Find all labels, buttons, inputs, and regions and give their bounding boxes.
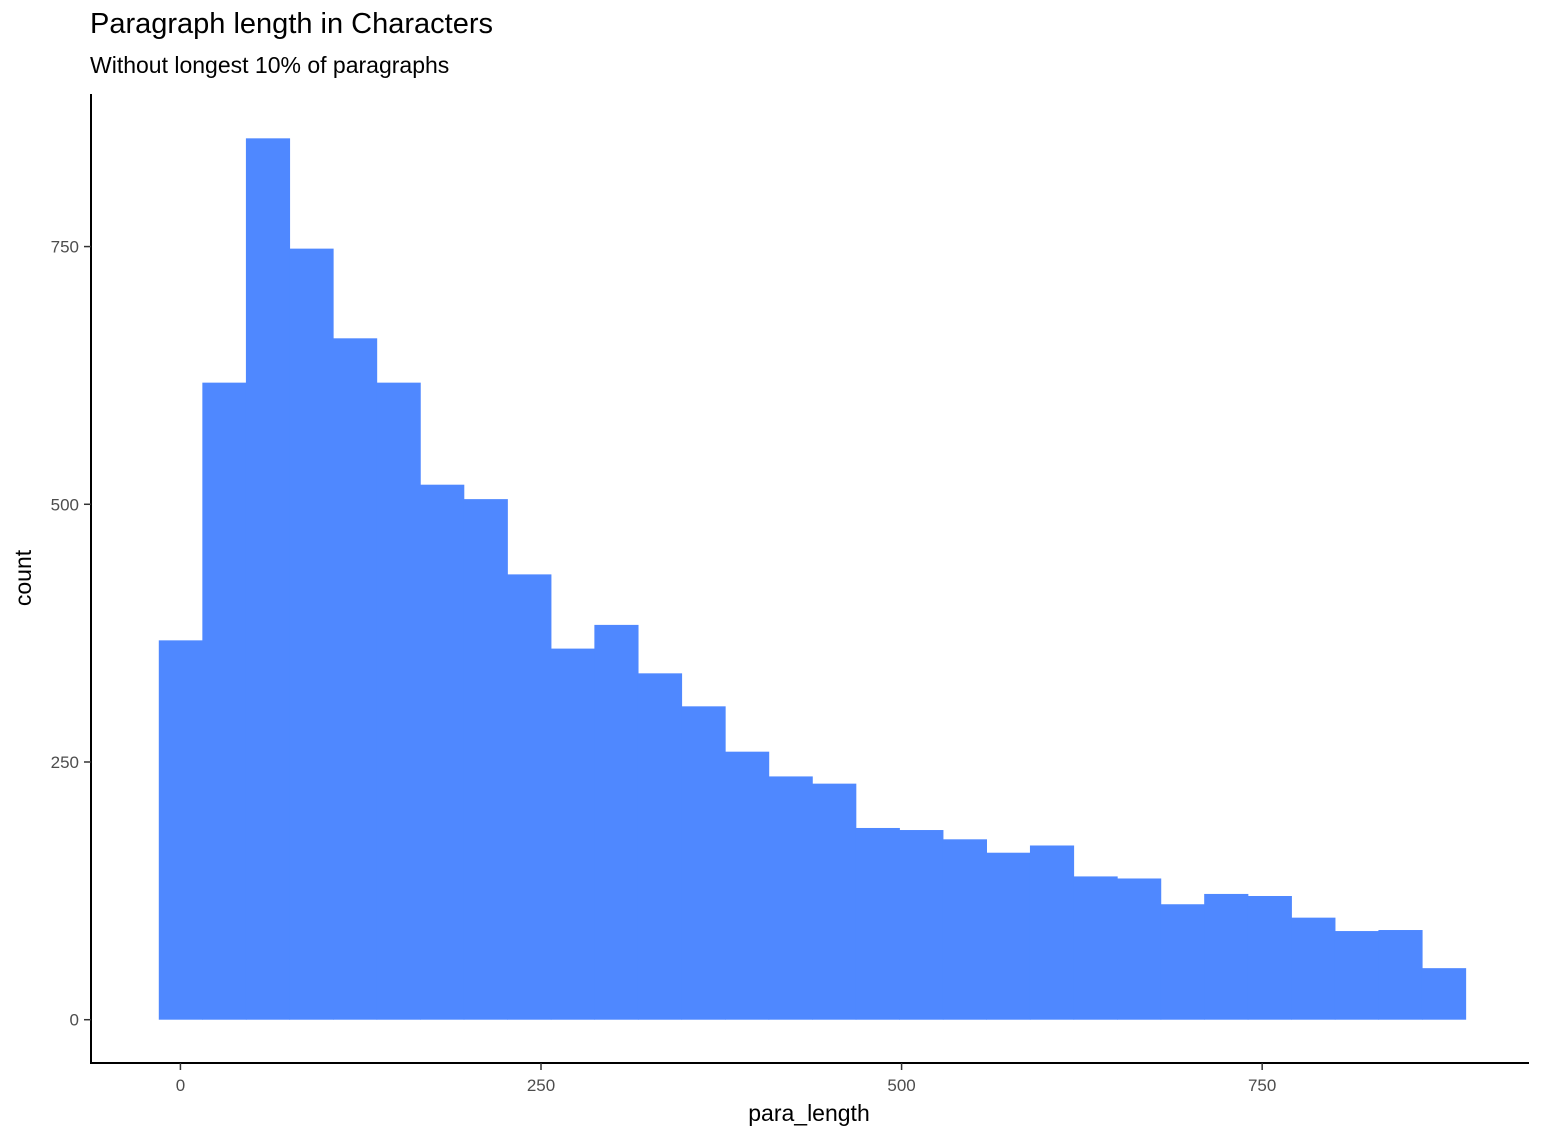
histogram-bar-6 [420,484,465,1020]
histogram-bar-21 [1073,876,1118,1020]
histogram-bar-29 [1421,968,1467,1020]
y-tick-label-3: 750 [51,238,79,257]
histogram-bar-23 [1160,904,1205,1020]
histogram-bar-5 [376,382,421,1020]
histogram-bar-28 [1378,930,1423,1020]
histogram-bar-16 [855,827,900,1020]
histogram-bars [158,138,1467,1020]
y-tick-label-1: 250 [51,753,79,772]
x-tick-label-1: 250 [527,1076,555,1095]
histogram-bar-12 [681,706,726,1020]
histogram-bar-3 [289,248,334,1020]
x-axis-ticks: 0 250 500 750 [176,1063,1276,1095]
histogram-bar-19 [986,852,1031,1020]
y-tick-label-0: 0 [70,1011,79,1030]
histogram-bar-4 [333,338,378,1020]
x-tick-label-3: 750 [1248,1076,1276,1095]
histogram-bar-27 [1334,931,1380,1020]
chart-subtitle: Without longest 10% of paragraphs [90,52,450,78]
histogram-bar-7 [463,499,508,1020]
x-tick-label-2: 500 [887,1076,915,1095]
histogram-bar-17 [899,830,944,1020]
histogram-bar-8 [507,574,552,1020]
chart-title: Paragraph length in Characters [90,8,494,40]
x-axis-title: para_length [748,1100,870,1126]
histogram-bar-9 [550,648,595,1020]
histogram-bar-0 [158,640,203,1020]
histogram-bar-11 [637,673,683,1020]
histogram-bar-13 [725,751,770,1020]
y-axis-title: count [10,549,36,606]
histogram-bar-10 [594,624,639,1020]
histogram-bar-2 [245,138,291,1020]
histogram-bar-24 [1204,893,1249,1020]
histogram-bar-25 [1247,896,1292,1020]
histogram-bar-18 [942,839,987,1020]
histogram-bar-26 [1291,917,1336,1020]
y-tick-label-2: 500 [51,495,79,514]
histogram-bar-14 [768,776,813,1020]
histogram-bar-1 [202,382,247,1020]
histogram-bar-15 [812,783,857,1020]
histogram-bar-22 [1117,878,1162,1020]
y-axis-ticks: 0 250 500 750 [51,238,91,1030]
x-tick-label-0: 0 [176,1076,185,1095]
histogram-bar-20 [1029,845,1075,1020]
